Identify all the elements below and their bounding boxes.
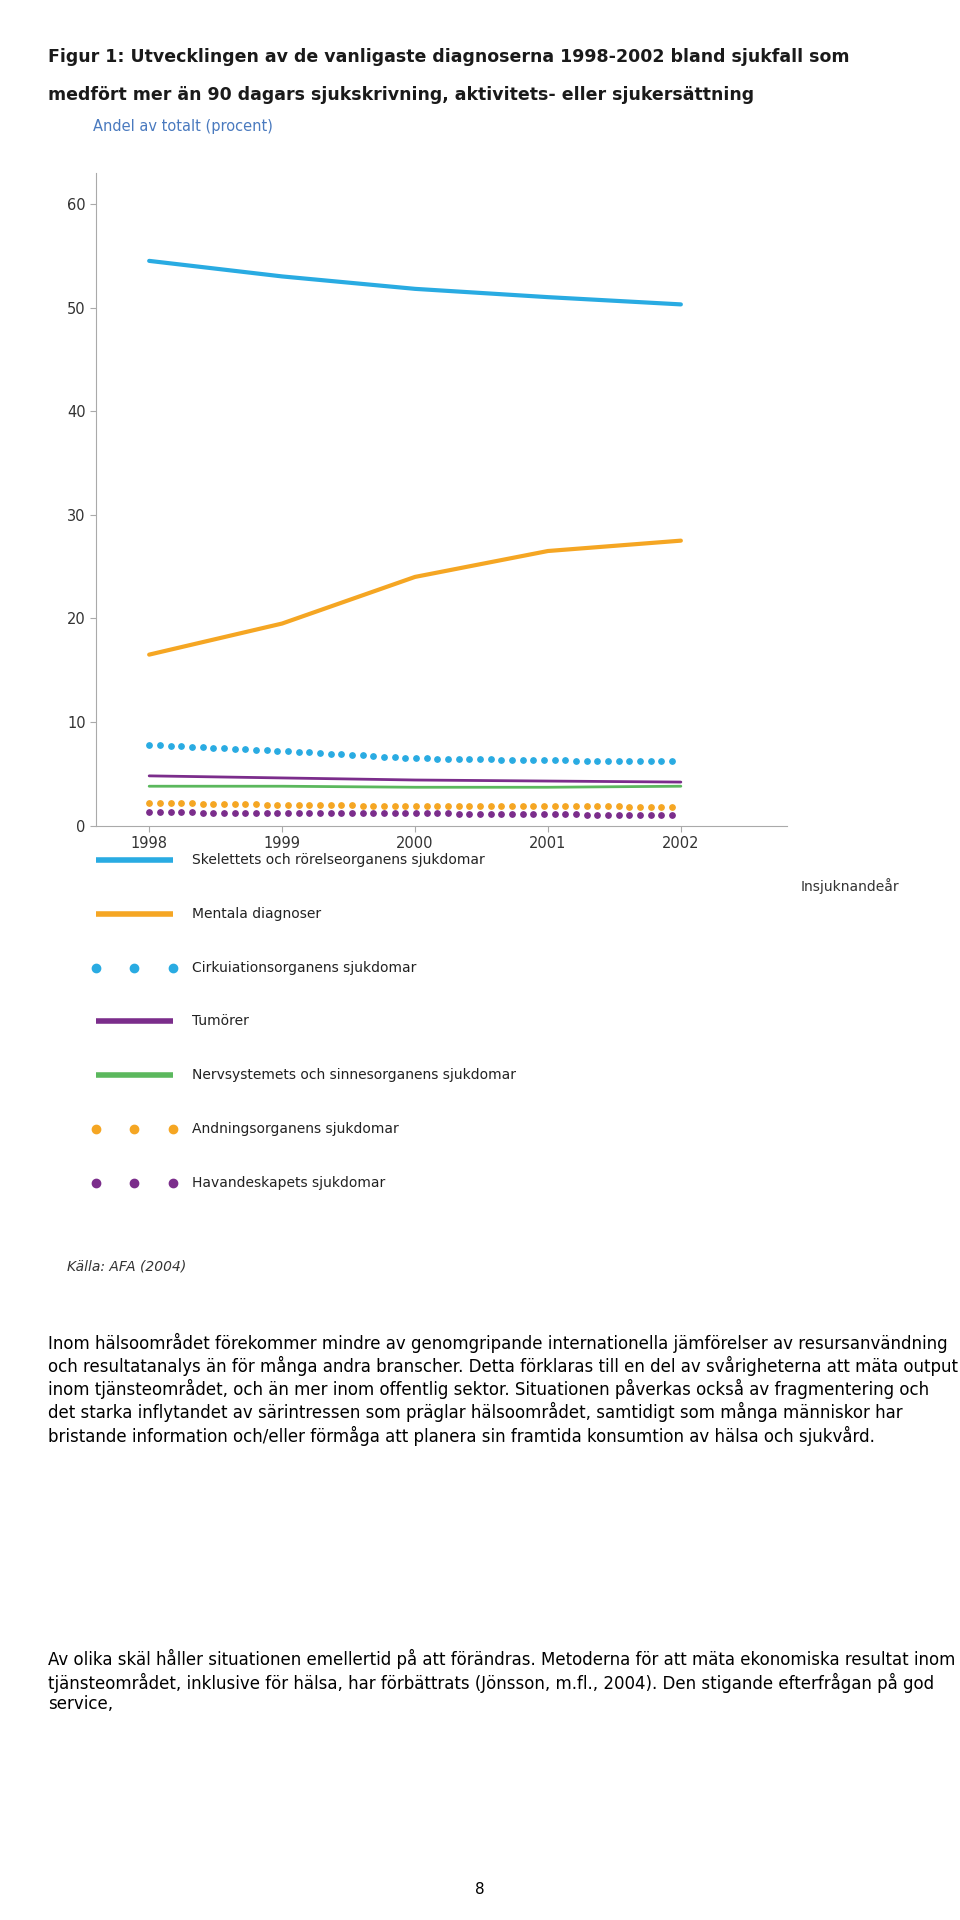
Text: Figur 1: Utvecklingen av de vanligaste diagnoserna 1998-2002 bland sjukfall som: Figur 1: Utvecklingen av de vanligaste d… — [48, 48, 850, 65]
Text: Nervsystemets och sinnesorganens sjukdomar: Nervsystemets och sinnesorganens sjukdom… — [192, 1068, 516, 1083]
Text: Källa: AFA (2004): Källa: AFA (2004) — [67, 1260, 186, 1273]
Text: Cirkuiationsorganens sjukdomar: Cirkuiationsorganens sjukdomar — [192, 960, 417, 975]
Text: Andel av totalt (procent): Andel av totalt (procent) — [92, 119, 273, 134]
Text: Andningsorganens sjukdomar: Andningsorganens sjukdomar — [192, 1121, 398, 1137]
Text: Mentala diagnoser: Mentala diagnoser — [192, 906, 322, 922]
Text: Insjuknandeår: Insjuknandeår — [801, 877, 900, 895]
Text: Av olika skäl håller situationen emellertid på att förändras. Metoderna för att : Av olika skäl håller situationen emeller… — [48, 1649, 955, 1713]
Text: Skelettets och rörelseorganens sjukdomar: Skelettets och rörelseorganens sjukdomar — [192, 852, 485, 868]
Text: Tumörer: Tumörer — [192, 1014, 249, 1029]
Text: medfört mer än 90 dagars sjukskrivning, aktivitets- eller sjukersättning: medfört mer än 90 dagars sjukskrivning, … — [48, 86, 755, 104]
Text: Havandeskapets sjukdomar: Havandeskapets sjukdomar — [192, 1175, 385, 1190]
Text: Inom hälsoområdet förekommer mindre av genomgripande internationella jämförelser: Inom hälsoområdet förekommer mindre av g… — [48, 1332, 958, 1446]
Text: 8: 8 — [475, 1882, 485, 1897]
